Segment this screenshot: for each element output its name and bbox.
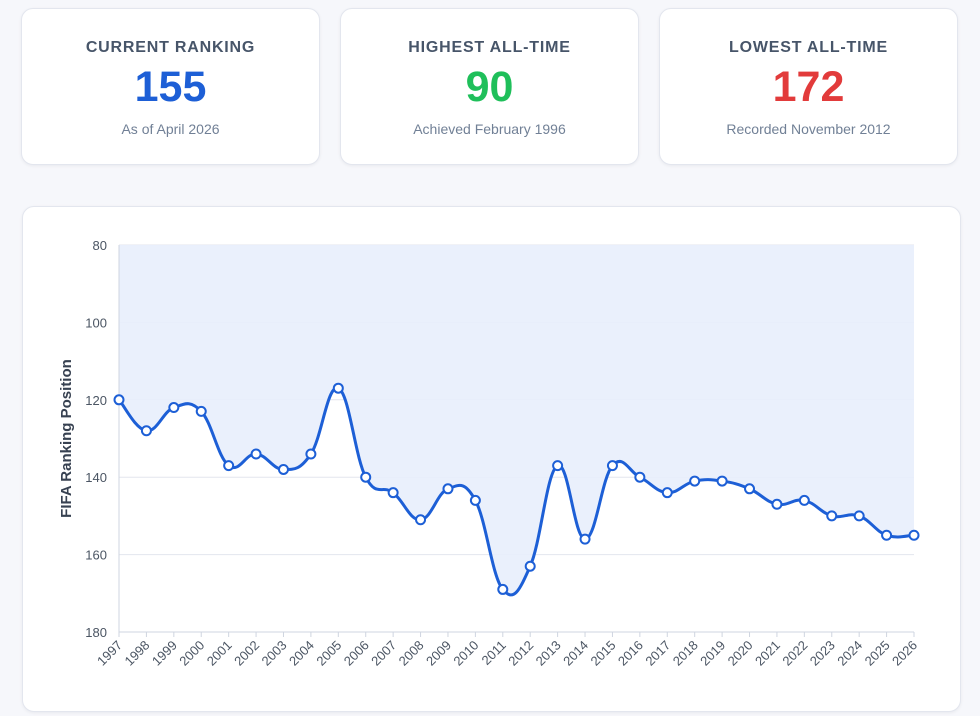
data-point-2004 xyxy=(305,448,317,460)
x-tick-label-2016: 2016 xyxy=(615,638,646,669)
data-point-2006 xyxy=(360,471,372,483)
data-point-2014 xyxy=(579,533,591,545)
data-point-2013 xyxy=(552,460,564,472)
data-point-2024 xyxy=(853,510,865,522)
y-tick-label-80: 80 xyxy=(93,238,107,253)
x-tick-label-2026: 2026 xyxy=(889,638,920,669)
data-point-2020 xyxy=(744,483,756,495)
x-tick-label-2006: 2006 xyxy=(341,638,372,669)
current-ranking-value: 155 xyxy=(134,63,207,111)
y-tick-label-120: 120 xyxy=(85,393,107,408)
x-tick-labels: 1997199819992000200120022003200420052006… xyxy=(94,638,920,669)
data-point-1999 xyxy=(168,402,180,414)
y-tick-label-100: 100 xyxy=(85,315,107,330)
data-point-1998 xyxy=(140,425,152,437)
y-tick-labels: 80 100 120 140 160 180 xyxy=(85,238,107,640)
data-points xyxy=(113,382,920,595)
x-tick-label-2001: 2001 xyxy=(204,638,235,669)
x-tick-label-2002: 2002 xyxy=(231,638,262,669)
x-tick-label-2007: 2007 xyxy=(368,638,399,669)
x-tick-label-2025: 2025 xyxy=(862,638,893,669)
current-ranking-card: CURRENT RANKING 155 As of April 2026 xyxy=(21,8,320,165)
lowest-ranking-value: 172 xyxy=(772,63,845,111)
data-point-1997 xyxy=(113,394,125,406)
data-point-2000 xyxy=(195,405,207,417)
data-point-2005 xyxy=(332,382,344,394)
data-point-2015 xyxy=(606,460,618,472)
data-point-2007 xyxy=(387,487,399,499)
x-tick-label-1997: 1997 xyxy=(94,638,125,669)
x-tick-label-2003: 2003 xyxy=(259,638,290,669)
x-tick-label-1999: 1999 xyxy=(149,638,180,669)
data-point-2017 xyxy=(661,487,673,499)
x-tick-label-2015: 2015 xyxy=(588,638,619,669)
y-tick-label-180: 180 xyxy=(85,625,107,640)
data-point-2016 xyxy=(634,471,646,483)
y-tick-label-160: 160 xyxy=(85,548,107,563)
ranking-chart-panel: 1997 1998 1999 2000 2001 2002 2003 2004 2005 2006… xyxy=(22,206,961,712)
x-tick-label-1998: 1998 xyxy=(121,638,152,669)
current-ranking-label: CURRENT RANKING xyxy=(85,39,256,56)
x-tick-label-2020: 2020 xyxy=(725,638,756,669)
x-tick-label-2005: 2005 xyxy=(313,638,344,669)
x-tick-label-2021: 2021 xyxy=(752,638,783,669)
highest-ranking-label: HIGHEST ALL-TIME xyxy=(408,39,571,56)
x-tick-label-2000: 2000 xyxy=(176,638,207,669)
x-tick-label-2013: 2013 xyxy=(533,638,564,669)
x-tick-label-2024: 2024 xyxy=(834,638,865,669)
data-point-2012 xyxy=(524,560,536,572)
lowest-ranking-date: Recorded November 2012 xyxy=(726,121,891,137)
y-axis-label: FIFA Ranking Position xyxy=(58,359,75,518)
ranking-line-chart: 1997199819992000200120022003200420052006… xyxy=(58,238,920,669)
y-tick-label-140: 140 xyxy=(85,470,107,485)
data-point-2009 xyxy=(442,483,454,495)
lowest-ranking-label: LOWEST ALL-TIME xyxy=(729,39,888,56)
data-point-2019 xyxy=(716,475,728,487)
highest-ranking-value: 90 xyxy=(465,63,514,111)
current-ranking-date: As of April 2026 xyxy=(121,121,220,137)
x-tick-label-2023: 2023 xyxy=(807,638,838,669)
x-tick-label-2004: 2004 xyxy=(286,638,317,669)
data-point-2025 xyxy=(881,529,893,541)
data-point-2002 xyxy=(250,448,262,460)
data-point-2026 xyxy=(908,529,920,541)
x-tick-label-2009: 2009 xyxy=(423,638,454,669)
chart-axes xyxy=(118,245,915,637)
highest-ranking-date: Achieved February 1996 xyxy=(413,121,566,137)
x-tick-label-2010: 2010 xyxy=(450,638,481,669)
data-point-2022 xyxy=(798,494,810,506)
x-tick-label-2011: 2011 xyxy=(479,638,509,668)
x-tick-label-2012: 2012 xyxy=(505,638,536,669)
data-point-2018 xyxy=(689,475,701,487)
area-fill xyxy=(119,245,914,595)
x-tick-label-2014: 2014 xyxy=(560,638,591,669)
data-point-2008 xyxy=(415,514,427,526)
x-tick-label-2018: 2018 xyxy=(670,638,701,669)
data-point-2003 xyxy=(277,463,289,475)
x-tick-label-2022: 2022 xyxy=(779,638,810,669)
x-tick-label-2017: 2017 xyxy=(642,638,673,669)
data-point-2021 xyxy=(771,498,783,510)
lowest-ranking-card: LOWEST ALL-TIME 172 Recorded November 20… xyxy=(659,8,958,165)
data-point-2011 xyxy=(497,583,509,595)
x-tick-label-2019: 2019 xyxy=(697,638,728,669)
highest-ranking-card: HIGHEST ALL-TIME 90 Achieved February 19… xyxy=(340,8,639,165)
data-point-2023 xyxy=(826,510,838,522)
data-point-2010 xyxy=(469,494,481,506)
x-tick-label-2008: 2008 xyxy=(396,638,427,669)
data-point-2001 xyxy=(223,460,235,472)
